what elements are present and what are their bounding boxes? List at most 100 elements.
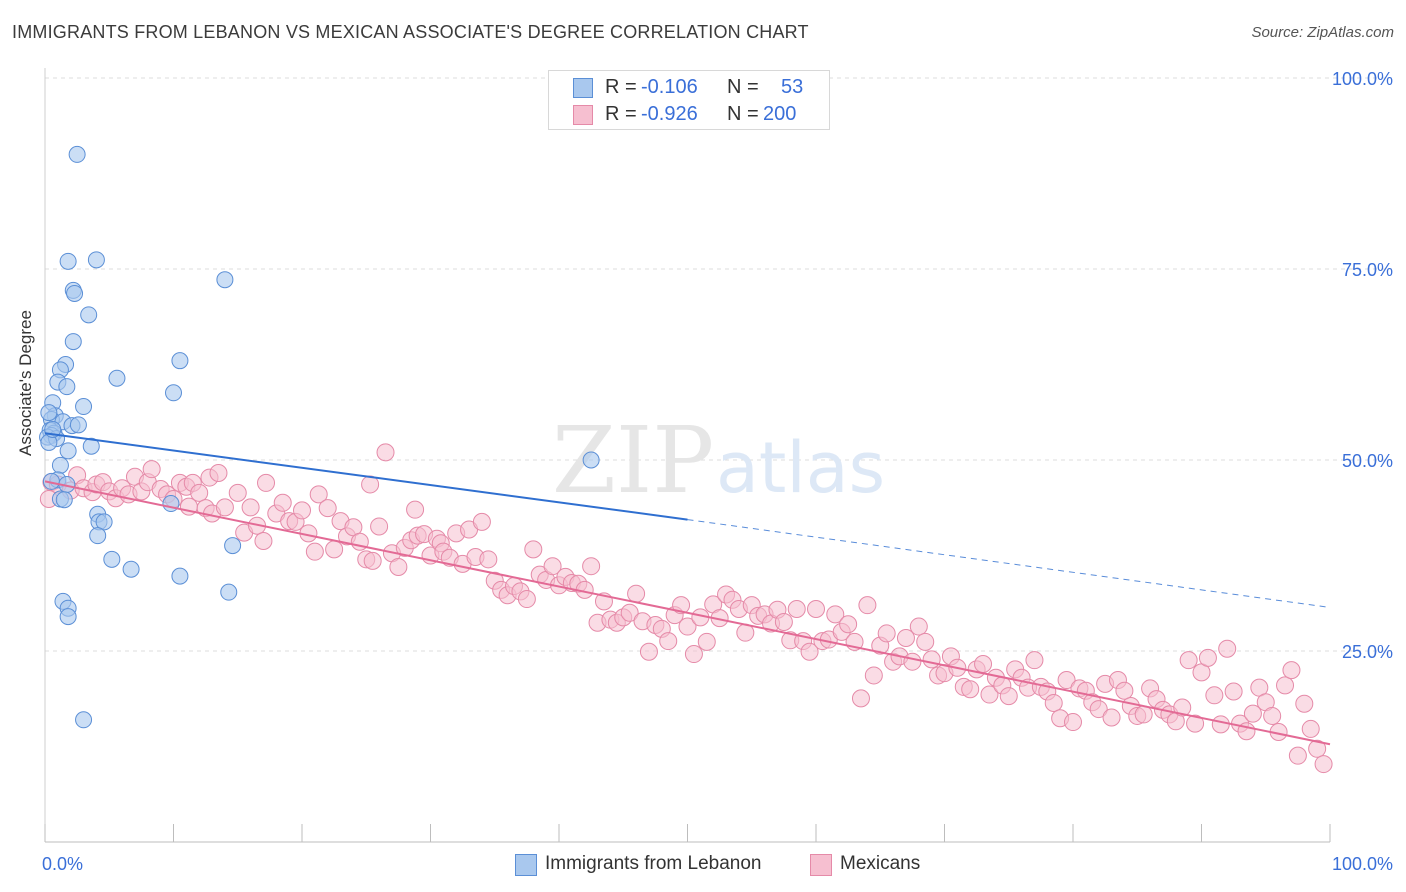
lebanon-point	[82, 437, 100, 455]
mexicans-point	[479, 550, 498, 569]
mexicans-point	[293, 501, 311, 520]
mexicans-trend-line	[44, 480, 1331, 746]
mexicans-point	[325, 540, 344, 559]
y-axis-label: Associate's Degree	[16, 310, 35, 456]
mexicans-point	[318, 499, 337, 518]
mexicans-point	[896, 629, 915, 648]
mexicans-point	[916, 632, 935, 651]
lebanon-point	[122, 560, 140, 578]
mexicans-point	[389, 557, 408, 576]
lebanon-point	[59, 442, 77, 460]
mexicans-point	[1057, 671, 1076, 690]
legend-label-lebanon: Immigrants from Lebanon	[545, 853, 762, 874]
mexicans-point	[672, 596, 691, 615]
legend-r-value: -0.106	[641, 76, 698, 98]
mexicans-point	[309, 485, 328, 504]
mexicans-point	[582, 557, 601, 576]
mexicans-point	[980, 685, 999, 704]
mexicans-point	[1276, 676, 1295, 695]
mexicans-point	[273, 493, 292, 512]
lebanon-point	[95, 513, 113, 531]
trend-layer	[44, 432, 1331, 746]
lebanon-point	[80, 306, 98, 324]
lebanon-point	[69, 416, 87, 434]
x-tick-label: 100.0%	[1332, 854, 1393, 874]
mexicans-point	[1282, 661, 1301, 680]
lebanon-point	[75, 398, 93, 416]
lebanon-point	[171, 567, 189, 585]
legend-r-label: R =	[605, 103, 637, 125]
legend-label-mexicans: Mexicans	[840, 853, 921, 874]
mexicans-point	[839, 615, 858, 634]
mexicans-point	[659, 632, 678, 651]
mexicans-point	[1218, 639, 1237, 658]
mexicans-point	[877, 624, 896, 643]
lebanon-points	[39, 145, 600, 729]
watermark: ZIP atlas	[552, 407, 885, 514]
legend-r-value: -0.926	[641, 103, 698, 125]
legend-n-label: N =	[727, 103, 759, 125]
mexicans-point	[1102, 708, 1121, 727]
mexicans-point	[1301, 719, 1320, 738]
mexicans-point	[1198, 648, 1217, 667]
mexicans-point	[620, 603, 639, 622]
mexicans-point	[215, 498, 234, 517]
legend-swatch-lebanon	[573, 78, 593, 98]
lebanon-point	[108, 369, 126, 387]
legend-series: Immigrants from Lebanon Mexicans	[0, 852, 1406, 878]
legend-n-value: 53	[781, 76, 804, 98]
lebanon-point	[59, 252, 77, 270]
lebanon-trend-extrapolation	[687, 519, 1331, 608]
lebanon-point	[58, 378, 76, 396]
y-tick-label: 25.0%	[1342, 642, 1393, 662]
mexicans-point	[241, 498, 260, 517]
lebanon-point	[66, 284, 84, 302]
y-tick-label: 100.0%	[1332, 69, 1393, 89]
lebanon-point	[55, 491, 73, 509]
mexicans-point	[370, 517, 389, 536]
mexicans-point	[1044, 693, 1063, 712]
mexicans-point	[228, 483, 247, 502]
lebanon-point	[89, 527, 107, 545]
mexicans-point	[1134, 705, 1153, 724]
y-tick-label: 75.0%	[1342, 260, 1393, 280]
mexicans-point	[826, 605, 845, 624]
mexicans-point	[472, 512, 491, 531]
mexicans-point	[1314, 755, 1333, 774]
mexicans-point	[142, 460, 161, 479]
watermark-atlas: atlas	[716, 427, 885, 509]
legend-n-label: N =	[727, 76, 759, 98]
mexicans-point	[858, 596, 877, 615]
mexicans-point	[697, 632, 716, 651]
mexicans-point	[406, 500, 425, 519]
mexicans-point	[974, 654, 993, 673]
lebanon-point	[51, 456, 69, 474]
mexicans-point	[851, 689, 870, 708]
mexicans-point	[639, 642, 658, 661]
mexicans-point	[1243, 704, 1262, 723]
mexicans-point	[257, 473, 276, 492]
lebanon-point	[220, 583, 238, 601]
x-tick-label: 0.0%	[42, 854, 83, 874]
mexicans-point	[363, 551, 382, 570]
mexicans-point	[1179, 651, 1198, 670]
lebanon-point	[68, 145, 86, 163]
mexicans-point	[1211, 715, 1230, 734]
lebanon-point	[64, 333, 82, 351]
mexicans-point	[774, 612, 793, 631]
y-tick-label: 50.0%	[1342, 451, 1393, 471]
mexicans-point	[903, 652, 922, 671]
mexicans-point	[1308, 739, 1327, 758]
mexicans-point	[190, 483, 209, 502]
mexicans-point	[524, 540, 543, 559]
mexicans-point	[961, 680, 980, 699]
watermark-zip: ZIP	[552, 407, 714, 514]
legend-n-value: 200	[763, 103, 797, 125]
mexicans-point	[909, 617, 928, 636]
mexicans-point	[305, 542, 324, 561]
lebanon-point	[103, 550, 121, 568]
legend-swatch-mexicans	[810, 854, 832, 876]
chart-title: IMMIGRANTS FROM LEBANON VS MEXICAN ASSOC…	[12, 22, 809, 42]
lebanon-point	[59, 608, 77, 626]
mexicans-point	[517, 590, 536, 609]
